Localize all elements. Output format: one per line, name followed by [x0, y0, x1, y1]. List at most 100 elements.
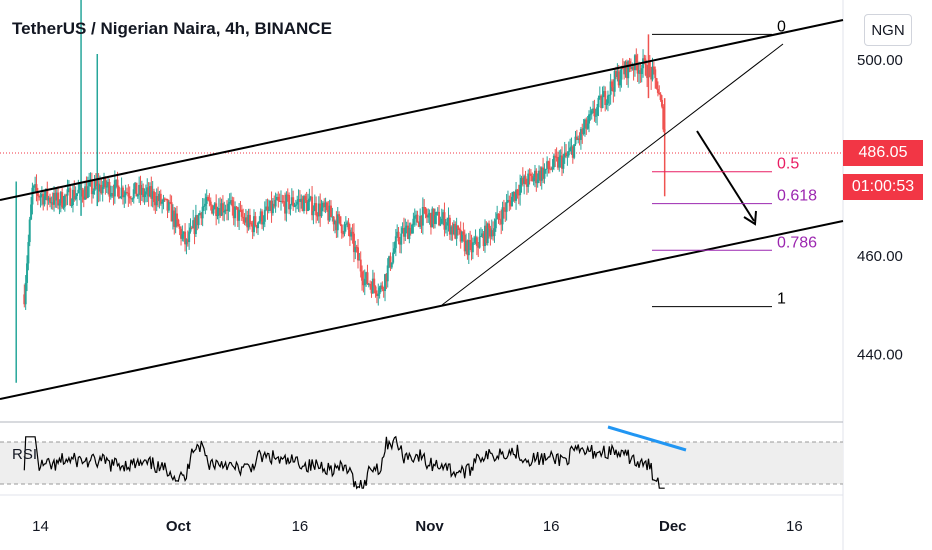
candle-body — [202, 205, 205, 207]
candle-body — [212, 208, 215, 214]
candle-body — [354, 246, 357, 253]
candle-body — [617, 71, 620, 86]
candle-body — [609, 81, 612, 95]
candle-body — [117, 186, 120, 199]
candle-body — [265, 206, 268, 210]
candle-body — [104, 177, 107, 188]
candle-body — [386, 265, 389, 282]
candle-body — [74, 196, 77, 200]
candle-body — [462, 231, 465, 236]
candle-body — [36, 191, 39, 197]
candle-body — [506, 199, 509, 203]
x-tick-label: 16 — [786, 518, 803, 535]
projection-arrowhead — [743, 210, 757, 226]
candle-body — [192, 220, 195, 228]
candle-body — [473, 242, 476, 244]
candle-body — [288, 195, 291, 210]
candle-body — [544, 168, 547, 170]
candle-body — [571, 146, 574, 158]
candle-body — [40, 194, 43, 197]
candle-body — [273, 203, 276, 207]
candle-body — [402, 228, 405, 237]
candle-body — [493, 228, 496, 237]
candle-body — [516, 189, 519, 195]
candle-body — [88, 182, 91, 187]
candle-body — [556, 157, 559, 168]
candle-body — [524, 176, 527, 185]
candle-body — [28, 219, 31, 243]
candle-body — [188, 231, 191, 243]
candle-body — [53, 192, 56, 205]
candle-body — [113, 180, 116, 197]
candle-body — [115, 179, 118, 181]
candle-body — [447, 217, 450, 223]
candle-body — [451, 226, 454, 235]
candle-body — [586, 123, 589, 129]
candle-body — [424, 207, 427, 215]
x-tick-label: Dec — [659, 518, 687, 535]
candle-body — [627, 61, 630, 79]
candle-body — [608, 94, 611, 96]
candle-body — [463, 235, 466, 252]
candle-body — [351, 231, 354, 234]
candle-body — [165, 198, 168, 200]
candle-body — [175, 213, 178, 220]
y-tick-label: 440.00 — [857, 346, 903, 363]
candle-body — [428, 213, 431, 216]
candle-body — [194, 215, 197, 235]
candle-body — [579, 129, 582, 140]
candle-body — [633, 55, 636, 71]
candle-body — [597, 97, 600, 108]
candle-body — [232, 206, 235, 219]
candle-body — [323, 202, 326, 208]
candle-body — [573, 144, 576, 158]
candle-body — [515, 189, 518, 201]
candle-body — [525, 184, 528, 187]
currency-button[interactable]: NGN — [864, 14, 912, 46]
candle-body — [635, 55, 638, 64]
candle-body — [469, 240, 472, 243]
candle-body — [100, 184, 103, 194]
candle-body — [365, 272, 368, 279]
candle-body — [431, 208, 434, 228]
candle-body — [425, 214, 428, 218]
candle-body — [23, 294, 26, 305]
candle-body — [324, 202, 327, 208]
candle-body — [282, 201, 285, 203]
candle-body — [508, 199, 511, 202]
candle-body — [267, 209, 270, 211]
rsi-line — [23, 435, 665, 490]
candle-body — [39, 196, 42, 198]
candle-body — [384, 274, 387, 292]
candle-body — [242, 216, 245, 219]
candle-body — [488, 223, 491, 229]
candle-body — [38, 196, 41, 198]
candle-body — [130, 198, 133, 200]
candle-body — [420, 215, 423, 226]
candle-body — [378, 287, 381, 295]
candle-body — [475, 237, 478, 246]
candle-body — [540, 167, 543, 181]
candle-body — [448, 217, 451, 235]
candle-body — [142, 187, 145, 198]
candle-body — [362, 280, 365, 286]
candle-body — [429, 213, 432, 228]
candle-body — [602, 91, 605, 97]
candle-body — [93, 181, 96, 191]
candle-body — [228, 201, 231, 204]
candle-body — [275, 196, 278, 200]
candle-body — [363, 278, 366, 286]
fib-level-label: 0.786 — [777, 234, 817, 251]
candle-body — [340, 224, 343, 234]
candle-body — [153, 191, 156, 203]
candle-body — [381, 285, 384, 290]
candle-body — [527, 173, 530, 187]
candle-body — [336, 214, 339, 231]
candle-body — [412, 218, 415, 225]
candle-body — [567, 151, 570, 156]
candle-body — [529, 173, 532, 176]
candle-body — [43, 196, 46, 205]
candle-body — [26, 263, 29, 283]
candle-body — [555, 156, 558, 158]
